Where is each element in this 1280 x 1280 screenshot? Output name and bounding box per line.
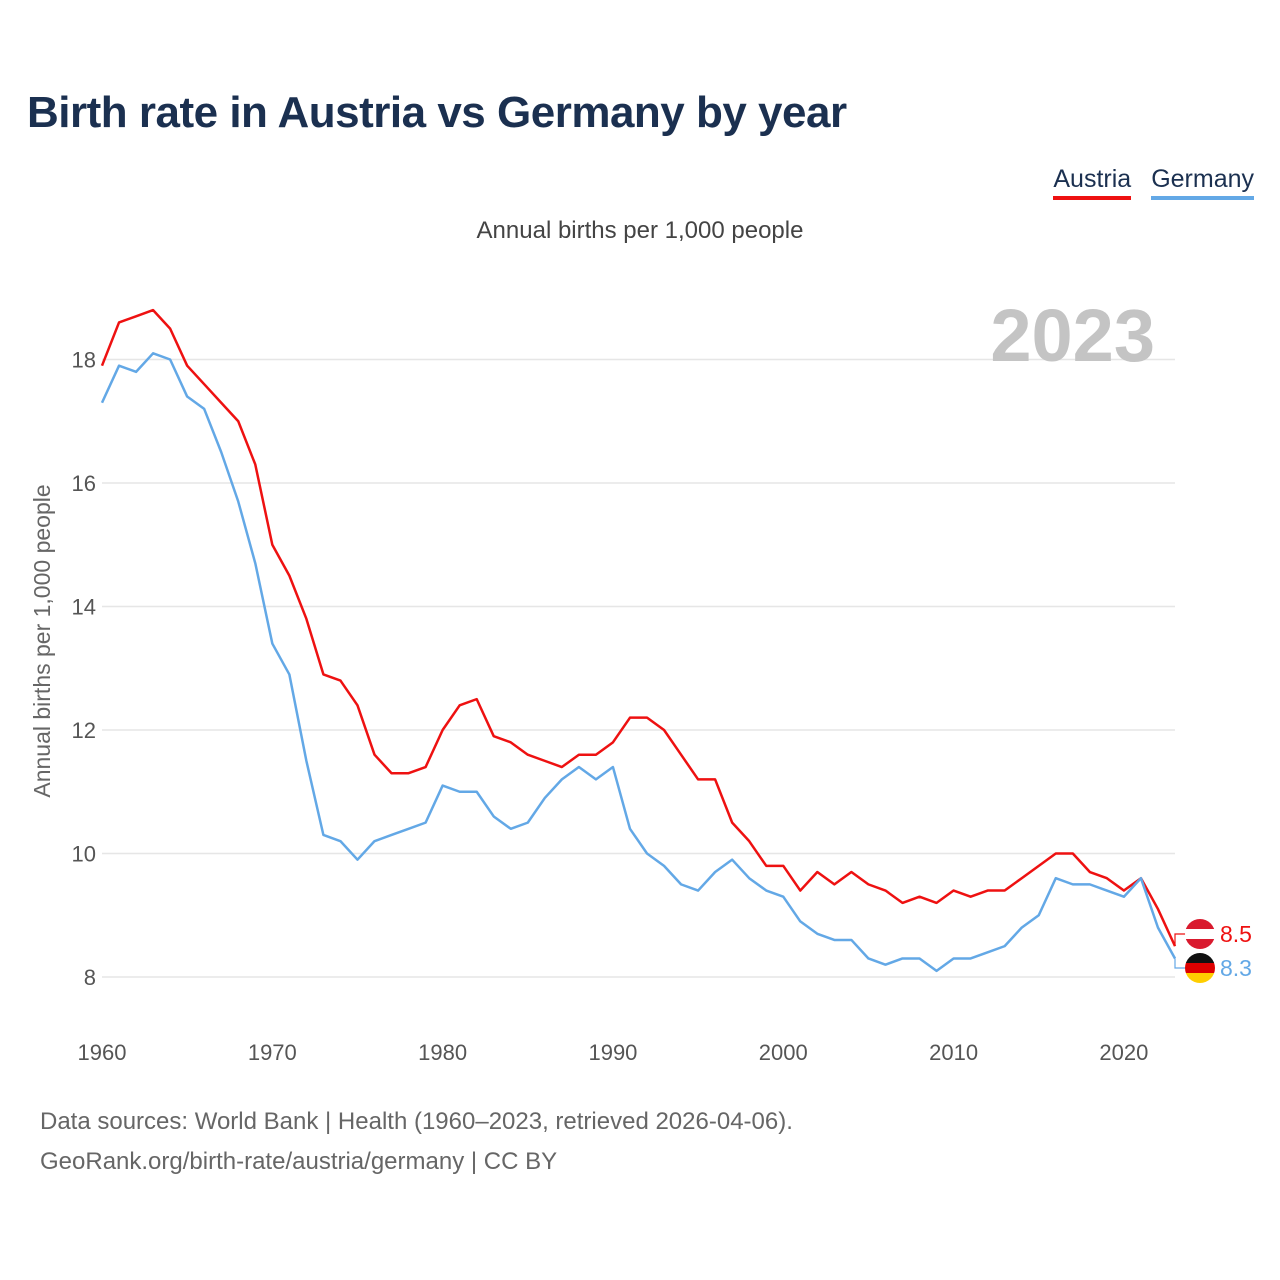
axis-layer: 8 10 12 14 16 18 1960 1970 1980 1990 2000 2010 2020 A… <box>29 348 1148 1066</box>
end-label-germany: 8.3 <box>1220 955 1252 981</box>
x-tick-label: 1960 <box>78 1040 127 1065</box>
series-line-austria <box>100 308 1177 947</box>
connector-germany <box>1174 958 1186 969</box>
y-tick-label: 14 <box>72 595 96 620</box>
legend-germany[interactable]: Germany <box>1151 165 1254 200</box>
series-line-germany <box>100 352 1177 973</box>
end-label-austria: 8.5 <box>1220 921 1252 947</box>
legend-austria[interactable]: Austria <box>1053 165 1132 200</box>
x-tick-label: 1970 <box>248 1040 297 1065</box>
end-label-layer: 8.58.3 <box>1174 919 1252 983</box>
chart-subtitle: Annual births per 1,000 people <box>476 217 804 244</box>
y-tick-label: 16 <box>72 471 96 496</box>
y-axis-label: Annual births per 1,000 people <box>29 484 55 797</box>
flag-austria-icon <box>1185 919 1215 949</box>
grid-layer <box>102 358 1175 978</box>
data-source-note: Data sources: World Bank | Health (1960–… <box>40 1108 793 1135</box>
connector-austria <box>1174 933 1186 947</box>
x-tick-label: 2020 <box>1099 1040 1148 1065</box>
y-tick-label: 18 <box>72 348 96 373</box>
year-watermark: 2023 <box>990 294 1155 377</box>
y-tick-label: 10 <box>72 842 96 867</box>
line-chart: 2023 8 10 12 14 16 18 1960 1970 1980 1990 2000 2010… <box>29 294 1252 1066</box>
x-tick-label: 1990 <box>588 1040 637 1065</box>
x-tick-label: 1980 <box>418 1040 467 1065</box>
series-layer <box>100 308 1177 973</box>
flag-germany-icon <box>1185 953 1215 983</box>
x-tick-label: 2010 <box>929 1040 978 1065</box>
legend: Austria Germany <box>1053 165 1254 200</box>
credit-link[interactable]: GeoRank.org/birth-rate/austria/germany |… <box>40 1148 558 1175</box>
y-tick-label: 12 <box>72 718 96 743</box>
chart-title: Birth rate in Austria vs Germany by year <box>27 88 847 137</box>
y-tick-label: 8 <box>84 965 96 990</box>
x-tick-label: 2000 <box>759 1040 808 1065</box>
